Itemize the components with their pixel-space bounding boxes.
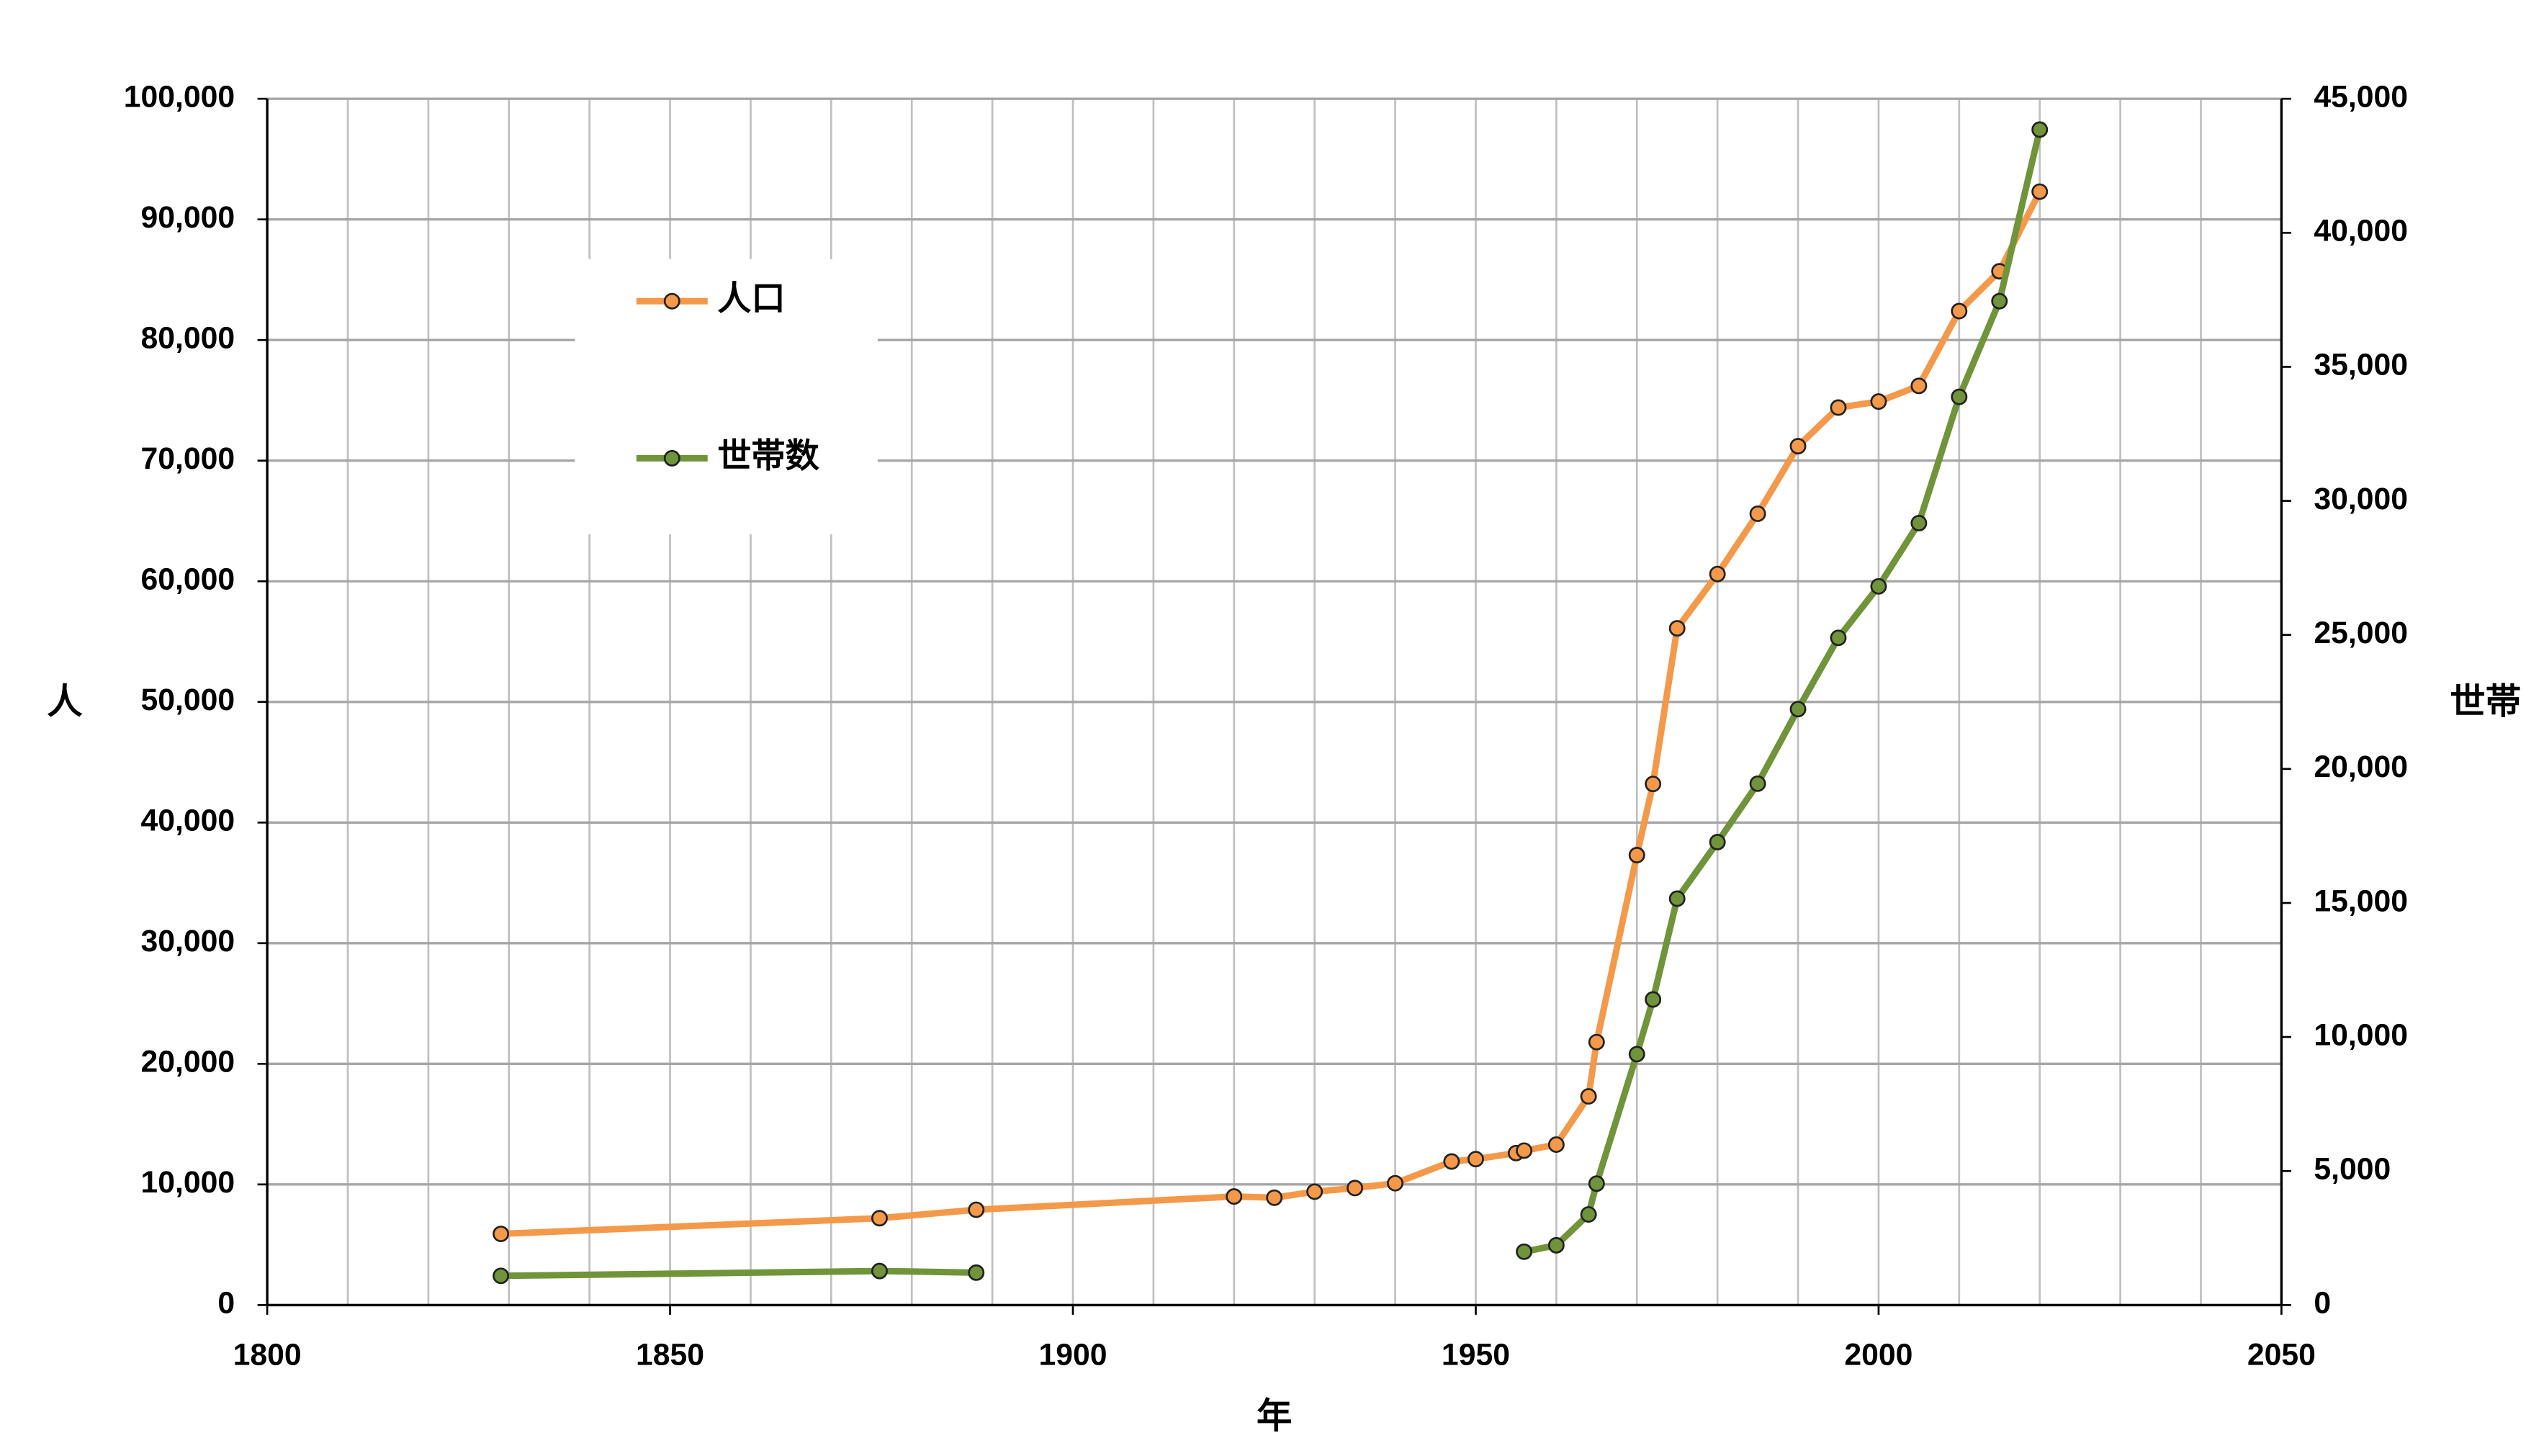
data-point	[1645, 991, 1662, 1008]
data-point	[1628, 1046, 1645, 1063]
data-point	[2031, 183, 2049, 200]
legend-label: 人口	[717, 280, 785, 318]
x-tick-label: 2050	[2247, 1338, 2316, 1372]
y-tick-label: 80,000	[140, 320, 235, 355]
data-point	[1580, 1206, 1597, 1223]
y-tick-label: 10,000	[140, 1165, 235, 1200]
y2-tick-label: 5,000	[2314, 1152, 2391, 1187]
y2-tick-label: 35,000	[2314, 348, 2408, 382]
x-tick-label: 1850	[636, 1338, 704, 1372]
data-point	[1387, 1174, 1404, 1192]
y-axis-label: 人	[47, 682, 83, 722]
y2-tick-label: 25,000	[2314, 616, 2408, 650]
data-point	[1580, 1088, 1597, 1105]
data-point	[1951, 388, 1968, 405]
y-tick-label: 60,000	[140, 562, 235, 597]
data-point	[1668, 620, 1686, 637]
data-point	[1709, 833, 1726, 850]
data-point	[493, 1226, 510, 1243]
data-point	[1588, 1033, 1605, 1051]
legend-marker	[663, 292, 680, 310]
data-point	[1645, 776, 1662, 793]
data-point	[1467, 1151, 1484, 1168]
x-tick-label: 1800	[233, 1338, 302, 1372]
data-point	[1516, 1243, 1533, 1260]
x-tick-label: 1900	[1038, 1338, 1107, 1372]
data-point	[493, 1267, 510, 1285]
y-tick-label: 30,000	[140, 924, 235, 958]
y2-axis-label: 世帯	[2450, 682, 2521, 722]
data-point	[1910, 514, 1928, 531]
x-tick-label: 2000	[1844, 1338, 1913, 1372]
data-point	[1789, 438, 1807, 455]
data-point	[1547, 1136, 1565, 1154]
data-point	[1910, 377, 1928, 395]
data-point	[1749, 505, 1766, 522]
x-tick-label: 1950	[1442, 1338, 1510, 1372]
data-point	[968, 1201, 985, 1218]
legend-box	[575, 259, 878, 535]
y-tick-label: 70,000	[140, 441, 235, 476]
y2-tick-label: 20,000	[2314, 750, 2408, 784]
data-point	[1870, 393, 1887, 410]
y-tick-label: 0	[217, 1286, 235, 1321]
data-point	[968, 1264, 985, 1281]
data-point	[1830, 399, 1847, 416]
x-axis-label: 年	[1257, 1396, 1292, 1436]
y2-tick-label: 30,000	[2314, 482, 2408, 516]
data-point	[871, 1210, 888, 1227]
data-point	[1266, 1189, 1283, 1206]
y2-tick-label: 45,000	[2314, 79, 2408, 114]
legend-marker	[663, 449, 680, 467]
data-point	[1516, 1142, 1533, 1159]
data-point	[1347, 1179, 1364, 1197]
data-point	[1443, 1153, 1460, 1170]
data-point	[1870, 578, 1887, 595]
data-point	[1749, 775, 1766, 792]
data-point	[1226, 1188, 1243, 1205]
y2-tick-label: 40,000	[2314, 214, 2408, 248]
y-tick-label: 90,000	[140, 200, 235, 235]
data-point	[871, 1262, 888, 1280]
data-point	[1547, 1236, 1565, 1254]
data-point	[2031, 121, 2049, 138]
y-tick-label: 20,000	[140, 1045, 235, 1079]
data-point	[1830, 629, 1847, 647]
data-point	[1951, 302, 1968, 320]
data-point	[1789, 701, 1807, 718]
y-tick-label: 100,000	[124, 79, 235, 114]
data-point	[1991, 292, 2008, 310]
y-tick-label: 40,000	[140, 804, 235, 838]
data-point	[1628, 847, 1645, 863]
y2-tick-label: 0	[2314, 1286, 2331, 1321]
data-point	[1588, 1175, 1605, 1192]
data-point	[1668, 890, 1686, 907]
data-point	[1709, 565, 1726, 583]
legend-label: 世帯数	[717, 437, 819, 475]
data-point	[1306, 1183, 1323, 1200]
y2-tick-label: 15,000	[2314, 884, 2408, 918]
y-tick-label: 50,000	[140, 683, 235, 717]
y2-tick-label: 10,000	[2314, 1017, 2408, 1052]
